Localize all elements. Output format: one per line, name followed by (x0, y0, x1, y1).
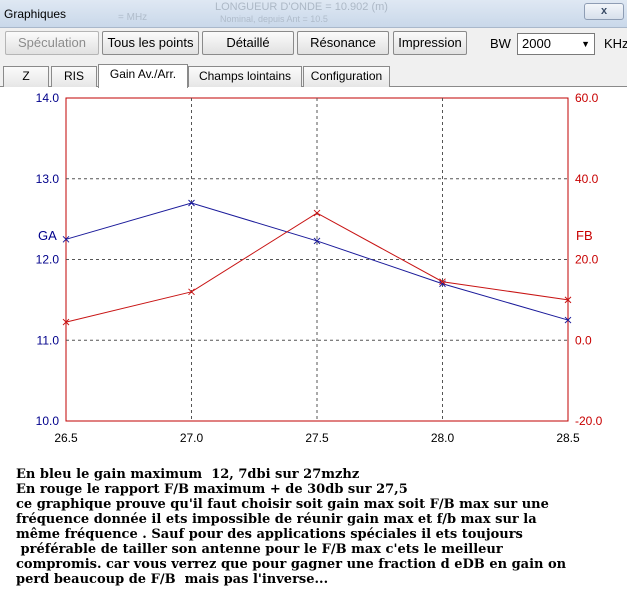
background-ghost-text: = MHz (118, 12, 148, 23)
left-axis-label: GA (38, 228, 57, 243)
resonance-button[interactable]: Résonance (297, 31, 389, 55)
caption-line: En bleu le gain maximum 12, 7dbi sur 27m… (16, 467, 360, 482)
detailed-button[interactable]: Détaillé (202, 31, 294, 55)
tab-gain-av-arr[interactable]: Gain Av./Arr. (98, 64, 188, 88)
bw-value: 2000 (522, 36, 551, 51)
right-y-tick-label: 20.0 (575, 253, 599, 267)
caption-line: compromis. car vous verrez que pour gagn… (16, 557, 567, 572)
fb-data-point (188, 288, 195, 296)
left-y-tick-label: 13.0 (36, 172, 60, 186)
background-ghost-text: LONGUEUR D'ONDE = 10.902 (m) (215, 1, 388, 13)
right-y-tick-label: 0.0 (575, 333, 592, 347)
toolbar: Spéculation Tous les points Détaillé Rés… (0, 28, 627, 64)
right-axis-label: FB (576, 228, 593, 243)
fb-data-point (313, 209, 321, 217)
bw-select[interactable]: 2000 ▼ (517, 33, 595, 55)
caption-line: En rouge le rapport F/B maximum + de 30d… (16, 482, 408, 497)
close-button[interactable]: x (584, 3, 624, 20)
fb-data-point (439, 278, 446, 286)
tab-z[interactable]: Z (3, 66, 49, 87)
speculation-button[interactable]: Spéculation (5, 31, 99, 55)
tab-champs-lointains[interactable]: Champs lointains (188, 66, 302, 87)
tab-ris[interactable]: RIS (51, 66, 97, 87)
x-tick-label: 28.0 (431, 431, 455, 445)
window-title: Graphiques (4, 7, 67, 21)
all-points-button[interactable]: Tous les points (102, 31, 199, 55)
gain-data-point (564, 316, 572, 324)
bw-unit-label: KHz (604, 36, 627, 51)
caption-line: même fréquence . Sauf pour des applicati… (16, 527, 523, 542)
bw-label: BW (490, 36, 511, 51)
tab-strip: Z RIS Gain Av./Arr. Champs lointains Con… (0, 64, 627, 88)
left-y-tick-label: 14.0 (36, 91, 60, 105)
right-y-tick-label: 60.0 (575, 91, 599, 105)
tab-configuration[interactable]: Configuration (303, 66, 390, 87)
left-y-tick-label: 12.0 (36, 253, 60, 267)
background-ghost-text: Nominal, depuis Ant = 10.5 (220, 14, 328, 24)
close-icon: x (600, 5, 608, 17)
gain-data-point (313, 237, 321, 245)
x-tick-label: 28.5 (556, 431, 580, 445)
gain-data-point (188, 199, 195, 207)
caption-line: perd beaucoup de F/B mais pas l'inverse.… (16, 572, 329, 587)
gain-fb-chart: 26.5 27.0 27.5 28.0 28.5 14.0 60.0 13.0 40.0 12.0… (36, 91, 603, 445)
caption-text: En bleu le gain maximum 12, 7dbi sur 27m… (16, 467, 616, 587)
fb-data-point (62, 318, 70, 326)
plot-frame (65, 97, 569, 422)
x-tick-label: 26.5 (54, 431, 78, 445)
x-tick-label: 27.0 (180, 431, 204, 445)
chart-area: 26.5 27.0 27.5 28.0 28.5 14.0 60.0 13.0 40.0 12.0… (0, 87, 627, 453)
gain-data-point (62, 235, 70, 243)
left-y-tick-label: 10.0 (36, 414, 60, 428)
right-y-tick-label: 40.0 (575, 172, 599, 186)
x-tick-label: 27.5 (305, 431, 329, 445)
fb-data-point (564, 296, 572, 304)
caption-line: préférable de tailler son antenne pour l… (16, 542, 503, 557)
chevron-down-icon: ▼ (581, 39, 590, 49)
right-y-tick-label: -20.0 (575, 414, 603, 428)
caption-line: fréquence donnée il ets impossible de ré… (16, 512, 537, 527)
print-button[interactable]: Impression (393, 31, 467, 55)
left-y-tick-label: 11.0 (37, 333, 60, 347)
caption-line: ce graphique prouve qu'il faut choisir s… (16, 497, 549, 512)
title-bar: Graphiques = MHz LONGUEUR D'ONDE = 10.90… (0, 0, 627, 28)
